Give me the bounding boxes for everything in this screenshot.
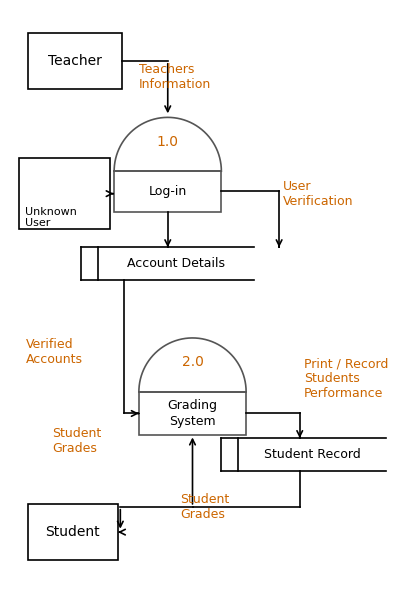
Text: Verified
Accounts: Verified Accounts — [25, 338, 82, 365]
Bar — [139, 392, 246, 435]
Text: Print / Record
Students
Performance: Print / Record Students Performance — [304, 357, 388, 400]
Bar — [19, 158, 110, 229]
Text: Student: Student — [46, 525, 100, 539]
Text: Student
Grades: Student Grades — [52, 427, 102, 455]
Text: 1.0: 1.0 — [157, 135, 179, 149]
Bar — [28, 504, 118, 560]
Text: 2.0: 2.0 — [181, 355, 204, 369]
Text: Grading
System: Grading System — [168, 399, 217, 428]
Text: Teacher: Teacher — [48, 54, 102, 68]
Bar — [28, 33, 122, 89]
Text: User
Verification: User Verification — [283, 179, 354, 208]
Text: Log-in: Log-in — [149, 185, 187, 198]
Text: Student
Grades: Student Grades — [180, 493, 229, 521]
Bar — [114, 171, 222, 211]
Text: Unknown
User: Unknown User — [25, 206, 77, 228]
Text: Student Record: Student Record — [264, 448, 360, 461]
Text: Account Details: Account Details — [127, 257, 225, 270]
Text: Teachers
Information: Teachers Information — [139, 63, 211, 92]
